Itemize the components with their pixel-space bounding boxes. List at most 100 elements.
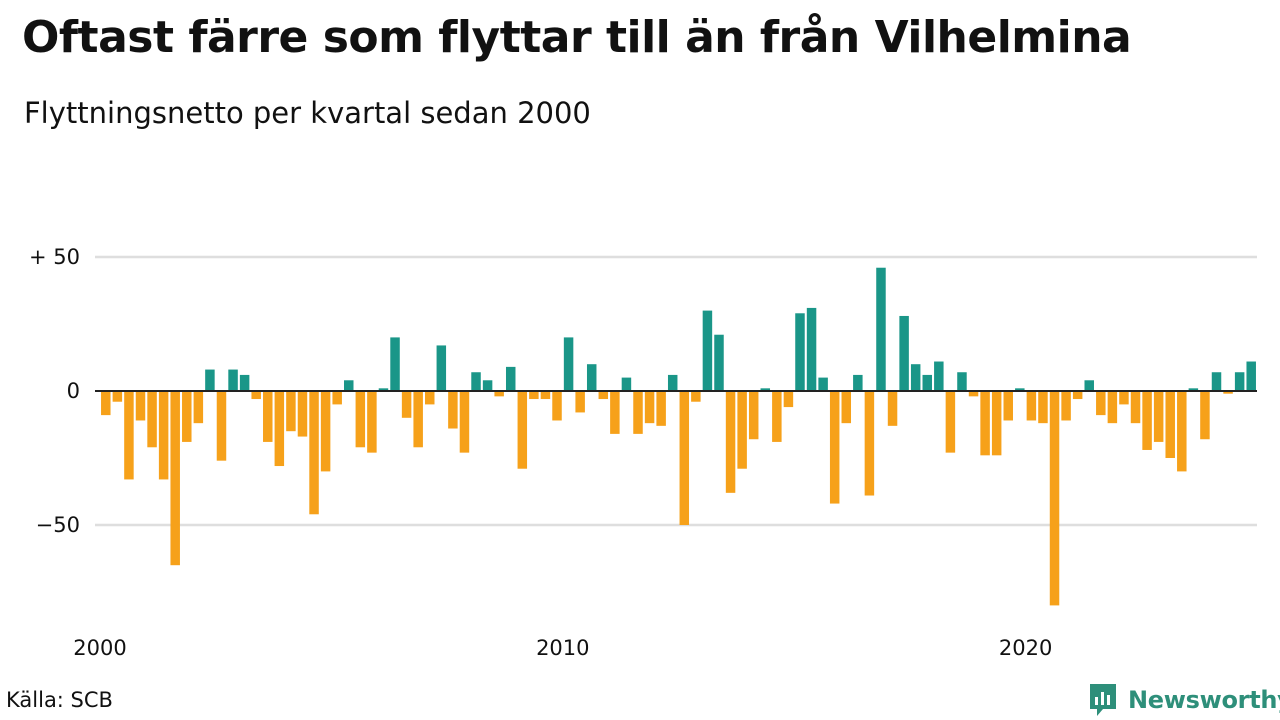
bar — [228, 369, 238, 391]
bar — [274, 391, 285, 467]
bar — [1246, 361, 1256, 391]
bar — [1038, 391, 1048, 424]
grid-lines — [95, 255, 1257, 527]
bar — [540, 391, 551, 400]
x-tick-label: 2020 — [999, 636, 1052, 660]
newsworthy-logo-icon — [1090, 684, 1116, 716]
bar — [1003, 391, 1013, 421]
bar — [1084, 380, 1094, 391]
bar — [505, 366, 516, 391]
bar — [286, 391, 296, 432]
bar — [170, 391, 180, 566]
bar — [610, 391, 620, 434]
bar — [205, 369, 215, 391]
bar — [425, 391, 435, 405]
bar — [436, 345, 447, 391]
bar — [737, 391, 747, 469]
chart-subtitle: Flyttningsnetto per kvartal sedan 2000 — [24, 96, 591, 130]
bar — [864, 391, 875, 496]
y-axis-ticks: + 50 0 −50 — [29, 245, 80, 537]
bar — [899, 315, 909, 391]
bar — [378, 388, 389, 391]
bar — [586, 364, 597, 391]
bar — [529, 391, 539, 400]
bar — [1107, 391, 1118, 424]
bar — [1119, 391, 1129, 405]
bar — [1211, 372, 1222, 391]
bar — [714, 334, 724, 391]
bar — [934, 361, 944, 391]
chart-title: Oftast färre som flyttar till än från Vi… — [22, 12, 1132, 63]
bar — [957, 372, 967, 391]
brand-name: Newsworthy — [1128, 686, 1280, 714]
bar — [112, 391, 123, 402]
bar — [320, 391, 331, 472]
bar — [1096, 391, 1106, 416]
bar — [147, 391, 157, 448]
bar — [124, 391, 134, 480]
bar — [922, 374, 932, 391]
y-tick-label: + 50 — [29, 245, 80, 269]
bar — [1061, 391, 1071, 421]
bar — [517, 391, 528, 469]
x-tick-label: 2000 — [73, 636, 126, 660]
bar — [575, 391, 585, 413]
bar — [135, 391, 146, 421]
bar — [910, 364, 921, 391]
bar — [667, 374, 678, 391]
bar — [1130, 391, 1141, 424]
bar — [702, 310, 713, 391]
bar — [216, 391, 227, 461]
bar — [876, 267, 886, 391]
bar — [1234, 372, 1245, 391]
bar — [621, 377, 632, 391]
bar — [355, 391, 366, 448]
bar — [679, 391, 690, 525]
bar — [853, 374, 863, 391]
bar — [691, 391, 701, 402]
bar — [344, 380, 354, 391]
bar — [841, 391, 852, 424]
bar — [945, 391, 956, 453]
bar — [413, 391, 423, 448]
bar — [783, 391, 794, 408]
bar — [991, 391, 1002, 456]
bar — [1026, 391, 1037, 421]
bar — [239, 374, 250, 391]
bar — [806, 307, 817, 391]
bar — [887, 391, 898, 426]
bar — [1200, 391, 1210, 440]
bar — [748, 391, 759, 440]
bar — [1153, 391, 1164, 442]
bar — [818, 377, 828, 391]
bar — [633, 391, 643, 434]
bar — [1015, 388, 1025, 391]
bar — [772, 391, 782, 442]
bar — [482, 380, 493, 391]
bar — [1072, 391, 1083, 400]
bar — [448, 391, 458, 429]
source-note: Källa: SCB — [6, 688, 113, 712]
bar — [263, 391, 273, 442]
bar — [795, 313, 805, 391]
bar — [1142, 391, 1152, 450]
bar — [390, 337, 400, 391]
bars — [101, 267, 1256, 606]
bar — [332, 391, 342, 405]
bar — [158, 391, 169, 480]
bar — [193, 391, 204, 424]
brand-logo: Newsworthy — [1088, 682, 1280, 718]
bar — [1049, 391, 1060, 606]
x-axis-ticks: 2000 2010 2020 — [73, 636, 1052, 660]
bar — [644, 391, 655, 424]
bar — [656, 391, 666, 426]
bar — [459, 391, 470, 453]
bar — [760, 388, 771, 391]
bar — [401, 391, 412, 418]
bar — [980, 391, 990, 456]
x-tick-label: 2010 — [536, 636, 589, 660]
bar — [1165, 391, 1175, 458]
bar — [494, 391, 504, 397]
bar — [829, 391, 840, 504]
